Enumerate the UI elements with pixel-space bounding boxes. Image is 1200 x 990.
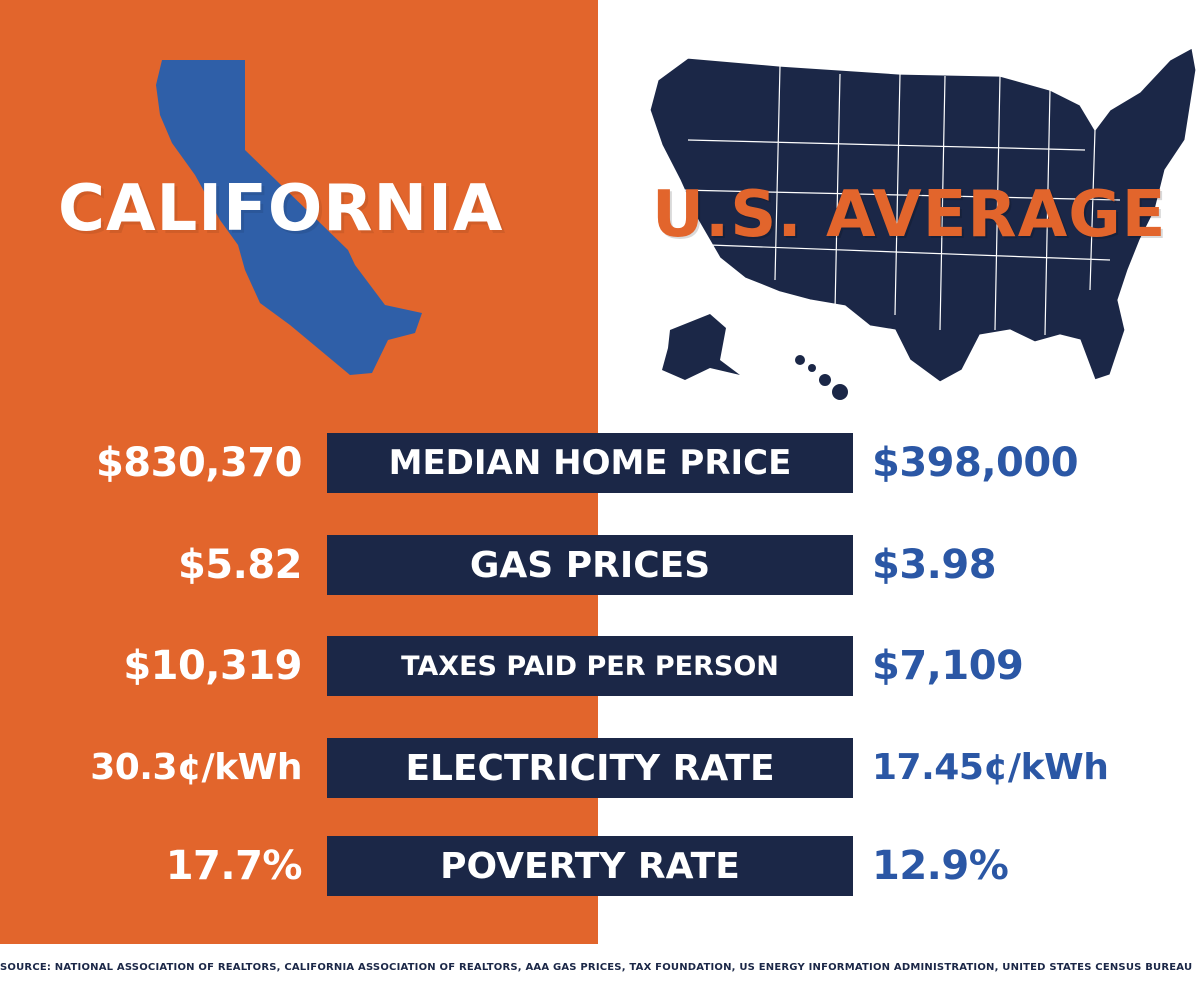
metric-label: MEDIAN HOME PRICE [327, 433, 853, 493]
us-average-title: U.S. AVERAGE [652, 178, 1167, 252]
metric-label: POVERTY RATE [327, 836, 853, 896]
california-value: 30.3¢/kWh [90, 747, 302, 788]
metric-label: ELECTRICITY RATE [327, 738, 853, 798]
comparison-row-home-price: $830,370 MEDIAN HOME PRICE $398,000 [0, 433, 1200, 493]
california-title: CALIFORNIA [58, 172, 504, 246]
california-value: $830,370 [95, 440, 303, 486]
us-value: $398,000 [872, 440, 1079, 486]
california-map-icon [156, 60, 422, 375]
california-value: $5.82 [177, 542, 303, 588]
comparison-row-poverty: 17.7% POVERTY RATE 12.9% [0, 836, 1200, 896]
comparison-row-taxes: $10,319 TAXES PAID PER PERSON $7,109 [0, 636, 1200, 696]
us-value: 17.45¢/kWh [872, 747, 1109, 788]
comparison-row-gas-prices: $5.82 GAS PRICES $3.98 [0, 535, 1200, 595]
us-map-icon [649, 47, 1197, 400]
california-value: 17.7% [165, 843, 303, 889]
us-value: $3.98 [872, 542, 997, 588]
us-value: 12.9% [872, 843, 1009, 889]
source-footnote: SOURCE: NATIONAL ASSOCIATION OF REALTORS… [0, 962, 1193, 973]
metric-label: TAXES PAID PER PERSON [327, 636, 853, 696]
metric-label: GAS PRICES [327, 535, 853, 595]
california-value: $10,319 [123, 643, 302, 689]
comparison-row-electricity: 30.3¢/kWh ELECTRICITY RATE 17.45¢/kWh [0, 738, 1200, 798]
us-value: $7,109 [872, 643, 1024, 689]
